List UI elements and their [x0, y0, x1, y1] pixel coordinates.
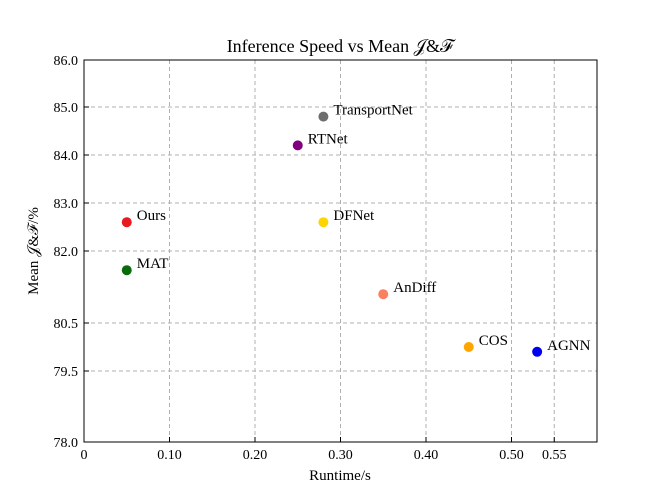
- x-tick-label: 0.20: [243, 448, 268, 463]
- data-point: [121, 217, 132, 228]
- data-point-label: TransportNet: [333, 103, 413, 119]
- x-tick-label: 0.10: [157, 448, 182, 463]
- axis-ticks: 0 0.10 0.20 0.30 0.40 0.50 0.55 78.0 79.5 80.5 82.…: [54, 54, 567, 463]
- data-point-label: DFNet: [333, 208, 375, 224]
- data-point-label: COS: [479, 333, 508, 349]
- data-point: [378, 289, 389, 300]
- data-point-label: AGNN: [547, 338, 590, 354]
- x-tick-label: 0.50: [499, 448, 524, 463]
- data-point: [532, 346, 543, 357]
- data-point-label: MAT: [137, 256, 169, 272]
- x-tick-label: 0.40: [414, 448, 439, 463]
- y-tick-label: 80.5: [54, 317, 79, 332]
- y-tick-label: 79.5: [54, 365, 79, 380]
- chart-title: Inference Speed vs Mean 𝒥&ℱ: [227, 36, 456, 56]
- y-axis-label: Mean 𝒥&ℱ/%: [26, 207, 42, 295]
- x-tick-label: 0: [81, 448, 88, 463]
- grid-lines: [84, 60, 597, 442]
- data-point: [318, 217, 329, 228]
- data-point: [292, 140, 303, 151]
- y-tick-label: 86.0: [54, 54, 79, 69]
- x-axis-label: Runtime/s: [309, 468, 371, 484]
- y-tick-label: 85.0: [54, 101, 79, 116]
- y-tick-label: 82.0: [54, 245, 79, 260]
- data-point-label: RTNet: [308, 131, 349, 147]
- y-tick-label: 84.0: [54, 149, 79, 164]
- data-point-label: AnDiff: [393, 280, 436, 296]
- data-point-label: Ours: [137, 208, 166, 224]
- x-tick-label: 0.55: [542, 448, 567, 463]
- y-tick-label: 78.0: [54, 436, 79, 451]
- x-tick-label: 0.30: [328, 448, 353, 463]
- data-point: [318, 111, 329, 122]
- data-points: TransportNet RTNet Ours DFNet MAT AnDiff COS AG…: [121, 103, 591, 357]
- data-point: [121, 265, 132, 276]
- y-tick-label: 83.0: [54, 197, 79, 212]
- data-point: [463, 342, 474, 352]
